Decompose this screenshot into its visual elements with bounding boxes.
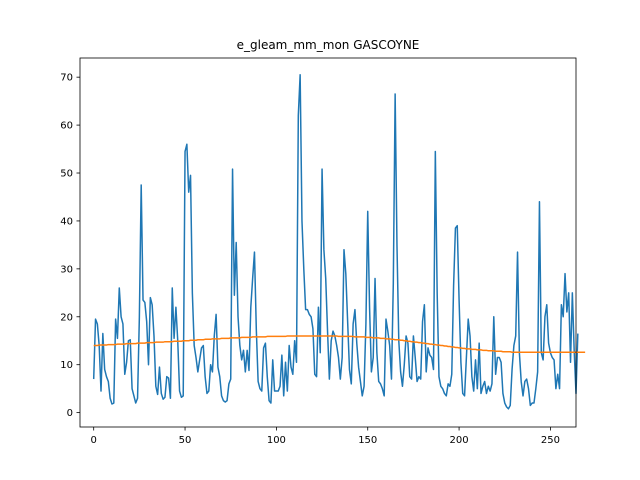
series-line-1 [92, 74, 579, 410]
y-tick-label: 10 [60, 360, 73, 371]
series-line-2 [93, 335, 586, 353]
plot-area [92, 74, 586, 410]
axes-frame [79, 57, 577, 428]
x-tick-label: 0 [91, 435, 97, 446]
x-tick-label: 100 [267, 435, 286, 446]
x-tick-label: 250 [541, 435, 560, 446]
chart-title: e_gleam_mm_mon GASCOYNE [237, 38, 420, 52]
x-tick-label: 50 [179, 435, 192, 446]
y-tick-label: 70 [60, 73, 73, 84]
y-tick-label: 60 [60, 121, 73, 132]
y-tick-label: 30 [60, 264, 73, 275]
x-tick-label: 200 [450, 435, 469, 446]
x-tick-label: 150 [358, 435, 377, 446]
y-tick-label: 50 [60, 169, 73, 180]
y-tick-label: 0 [67, 408, 73, 419]
axes: 0 50 100 150 200 250 0 10 20 30 40 50 60 70 [60, 57, 577, 446]
y-tick-label: 20 [60, 312, 73, 323]
y-tick-label: 40 [60, 216, 73, 227]
